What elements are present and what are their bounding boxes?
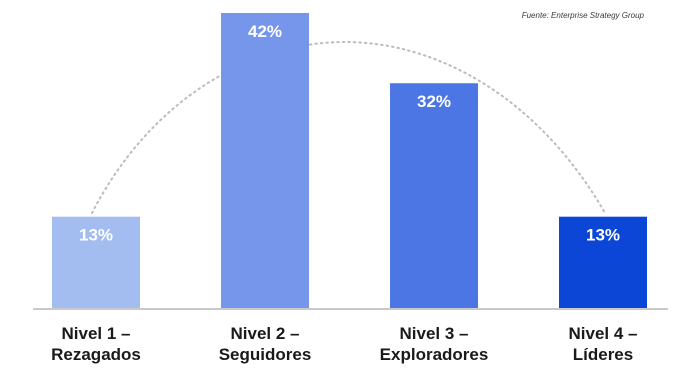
bar-2	[221, 13, 309, 308]
labels-layer: 13% Nivel 1 – Rezagados 42% Nivel 2 – Seguido…	[51, 22, 637, 364]
category-label-3-line-1: Nivel 3 –	[400, 324, 469, 343]
data-label-3: 32%	[417, 92, 451, 111]
bar-4	[559, 216, 647, 308]
category-label-2-line-2: Seguidores	[219, 345, 312, 364]
source-note: Fuente: Enterprise Strategy Group	[521, 11, 644, 20]
category-label-3-line-2: Exploradores	[380, 345, 489, 364]
bar-1	[52, 216, 140, 308]
category-label-4-line-2: Líderes	[573, 345, 633, 364]
data-label-1: 13%	[79, 226, 113, 245]
data-label-4: 13%	[586, 226, 620, 245]
category-label-4-line-1: Nivel 4 –	[569, 324, 638, 343]
trend-curve	[91, 40, 606, 214]
bars-layer	[52, 13, 647, 308]
bar-3	[390, 83, 478, 308]
trend-curve-layer	[91, 40, 606, 214]
category-label-1-line-2: Rezagados	[51, 345, 141, 364]
data-label-2: 42%	[248, 22, 282, 41]
category-label-1-line-1: Nivel 1 –	[62, 324, 131, 343]
category-label-2-line-1: Nivel 2 –	[231, 324, 300, 343]
